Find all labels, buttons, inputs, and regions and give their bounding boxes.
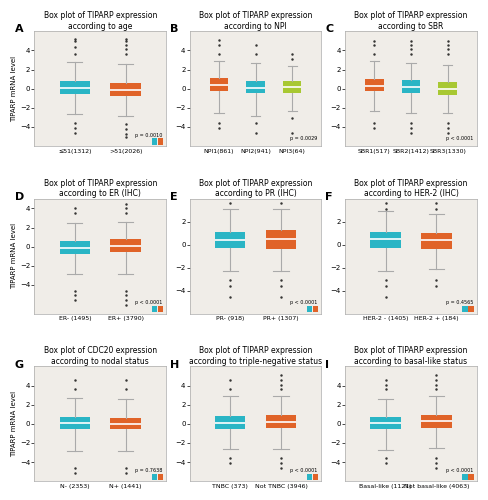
Title: Box plot of TIPARP expression
according to basal-like status: Box plot of TIPARP expression according … [354,346,468,366]
Title: Box plot of TIPARP expression
according to NPI: Box plot of TIPARP expression according … [199,11,312,30]
Text: H: H [170,360,179,370]
PathPatch shape [266,414,296,428]
Bar [307,306,312,312]
Text: D: D [15,192,24,202]
Y-axis label: TIPARP mRNA level: TIPARP mRNA level [11,390,17,457]
Text: I: I [325,360,329,370]
PathPatch shape [110,240,141,252]
PathPatch shape [421,232,451,248]
Text: p < 0.0001: p < 0.0001 [446,468,473,473]
Text: C: C [325,24,333,34]
Text: B: B [170,24,178,34]
PathPatch shape [370,232,401,248]
Text: p = 0.0029: p = 0.0029 [290,136,318,141]
PathPatch shape [110,84,141,96]
Bar [307,474,312,480]
Title: Box plot of TIPARP expression
according to SBR: Box plot of TIPARP expression according … [354,11,468,30]
Text: p = 0.7638: p = 0.7638 [135,468,162,473]
Title: Box plot of TIPARP expression
according to PR (IHC): Box plot of TIPARP expression according … [199,178,312,198]
PathPatch shape [365,79,384,91]
Text: A: A [15,24,23,34]
Bar [468,306,473,312]
PathPatch shape [438,82,457,95]
Bar [463,474,468,480]
PathPatch shape [215,416,245,429]
Bar [158,474,163,480]
PathPatch shape [370,416,401,429]
Bar [463,306,468,312]
PathPatch shape [215,232,245,248]
Bar [158,306,163,312]
Text: p < 0.0001: p < 0.0001 [446,136,473,141]
Text: E: E [170,192,178,202]
Y-axis label: TIPARP mRNA level: TIPARP mRNA level [11,223,17,290]
PathPatch shape [60,242,90,254]
Bar [152,474,157,480]
Bar [152,138,157,145]
Text: p < 0.0001: p < 0.0001 [290,300,318,306]
PathPatch shape [110,418,141,429]
Text: p = 0.4565: p = 0.4565 [446,300,473,306]
PathPatch shape [60,82,90,94]
PathPatch shape [283,82,302,93]
Bar [468,474,473,480]
Text: p < 0.0001: p < 0.0001 [135,300,162,306]
Title: Box plot of CDC20 expression
according to nodal status: Box plot of CDC20 expression according t… [43,346,157,366]
Y-axis label: TIPARP mRNA level: TIPARP mRNA level [11,56,17,122]
Bar [313,474,318,480]
Bar [152,306,157,312]
PathPatch shape [246,81,265,94]
PathPatch shape [266,230,296,248]
Text: G: G [15,360,23,370]
Title: Box plot of TIPARP expression
according to triple-negative status: Box plot of TIPARP expression according … [189,346,322,366]
PathPatch shape [421,414,451,428]
Bar [158,138,163,145]
PathPatch shape [60,416,90,429]
PathPatch shape [210,78,228,92]
Title: Box plot of TIPARP expression
according to age: Box plot of TIPARP expression according … [43,11,157,30]
Bar [313,306,318,312]
Title: Box plot of TIPARP expression
according to ER (IHC): Box plot of TIPARP expression according … [43,178,157,198]
PathPatch shape [402,80,420,93]
Text: p = 0.0010: p = 0.0010 [135,133,162,138]
Text: F: F [325,192,333,202]
Title: Box plot of TIPARP expression
according to HER-2 (IHC): Box plot of TIPARP expression according … [354,178,468,198]
Text: p < 0.0001: p < 0.0001 [290,468,318,473]
